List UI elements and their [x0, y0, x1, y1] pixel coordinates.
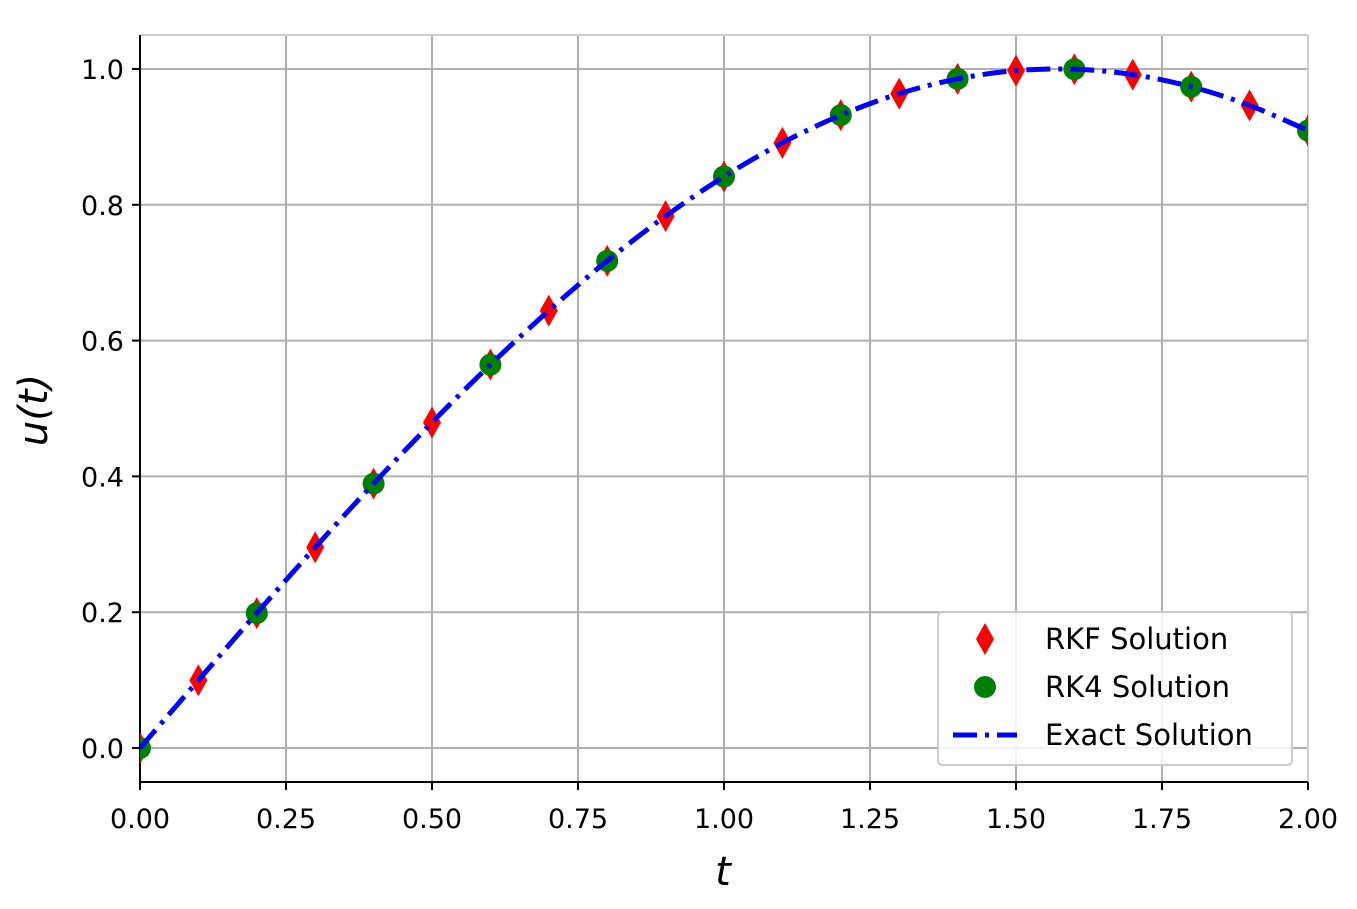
- legend-label: RK4 Solution: [1045, 670, 1230, 704]
- y-tick-label: 0.0: [81, 734, 124, 765]
- rk4-marker: [1297, 119, 1308, 142]
- rkf-marker: [423, 406, 441, 439]
- rk4-marker: [829, 104, 852, 127]
- x-tick-labels: 0.00 0.25 0.50 0.75 1.00 1.25 1.50 1.75 2.00: [110, 804, 1338, 835]
- x-tick-label: 2.00: [1278, 804, 1338, 835]
- legend-label: RKF Solution: [1045, 622, 1228, 656]
- x-tick-label: 0.00: [110, 804, 170, 835]
- x-tick-label: 1.50: [986, 804, 1046, 835]
- y-axis-label: u(t): [11, 374, 57, 446]
- y-tick-label: 1.0: [81, 55, 124, 86]
- grid: [139, 35, 1309, 782]
- plot-area: [140, 53, 1308, 765]
- x-tick-label: 1.00: [694, 804, 754, 835]
- legend-rkf-marker: [976, 623, 994, 655]
- x-tick-label: 0.25: [256, 804, 316, 835]
- x-tick-label: 0.50: [402, 804, 462, 835]
- exact-solution-line: [140, 66, 1308, 750]
- legend: RKF Solution RK4 Solution Exact Solution: [937, 611, 1293, 766]
- legend-box: [937, 611, 1293, 766]
- y-tick-labels: 0.0 0.2 0.4 0.6 0.8 1.0: [81, 55, 124, 765]
- x-axis-label: t: [715, 849, 732, 895]
- axes: [132, 34, 1309, 790]
- y-tick-label: 0.6: [81, 327, 124, 358]
- y-tick-label: 0.4: [81, 462, 124, 493]
- x-tick-label: 1.25: [840, 804, 900, 835]
- legend-rk4-marker: [974, 676, 996, 698]
- y-tick-label: 0.2: [81, 598, 124, 629]
- legend-label: Exact Solution: [1045, 718, 1253, 752]
- rkf-marker: [539, 294, 558, 327]
- y-tick-label: 0.8: [81, 191, 124, 222]
- x-tick-label: 1.75: [1132, 804, 1192, 835]
- x-tick-label: 0.75: [548, 804, 608, 835]
